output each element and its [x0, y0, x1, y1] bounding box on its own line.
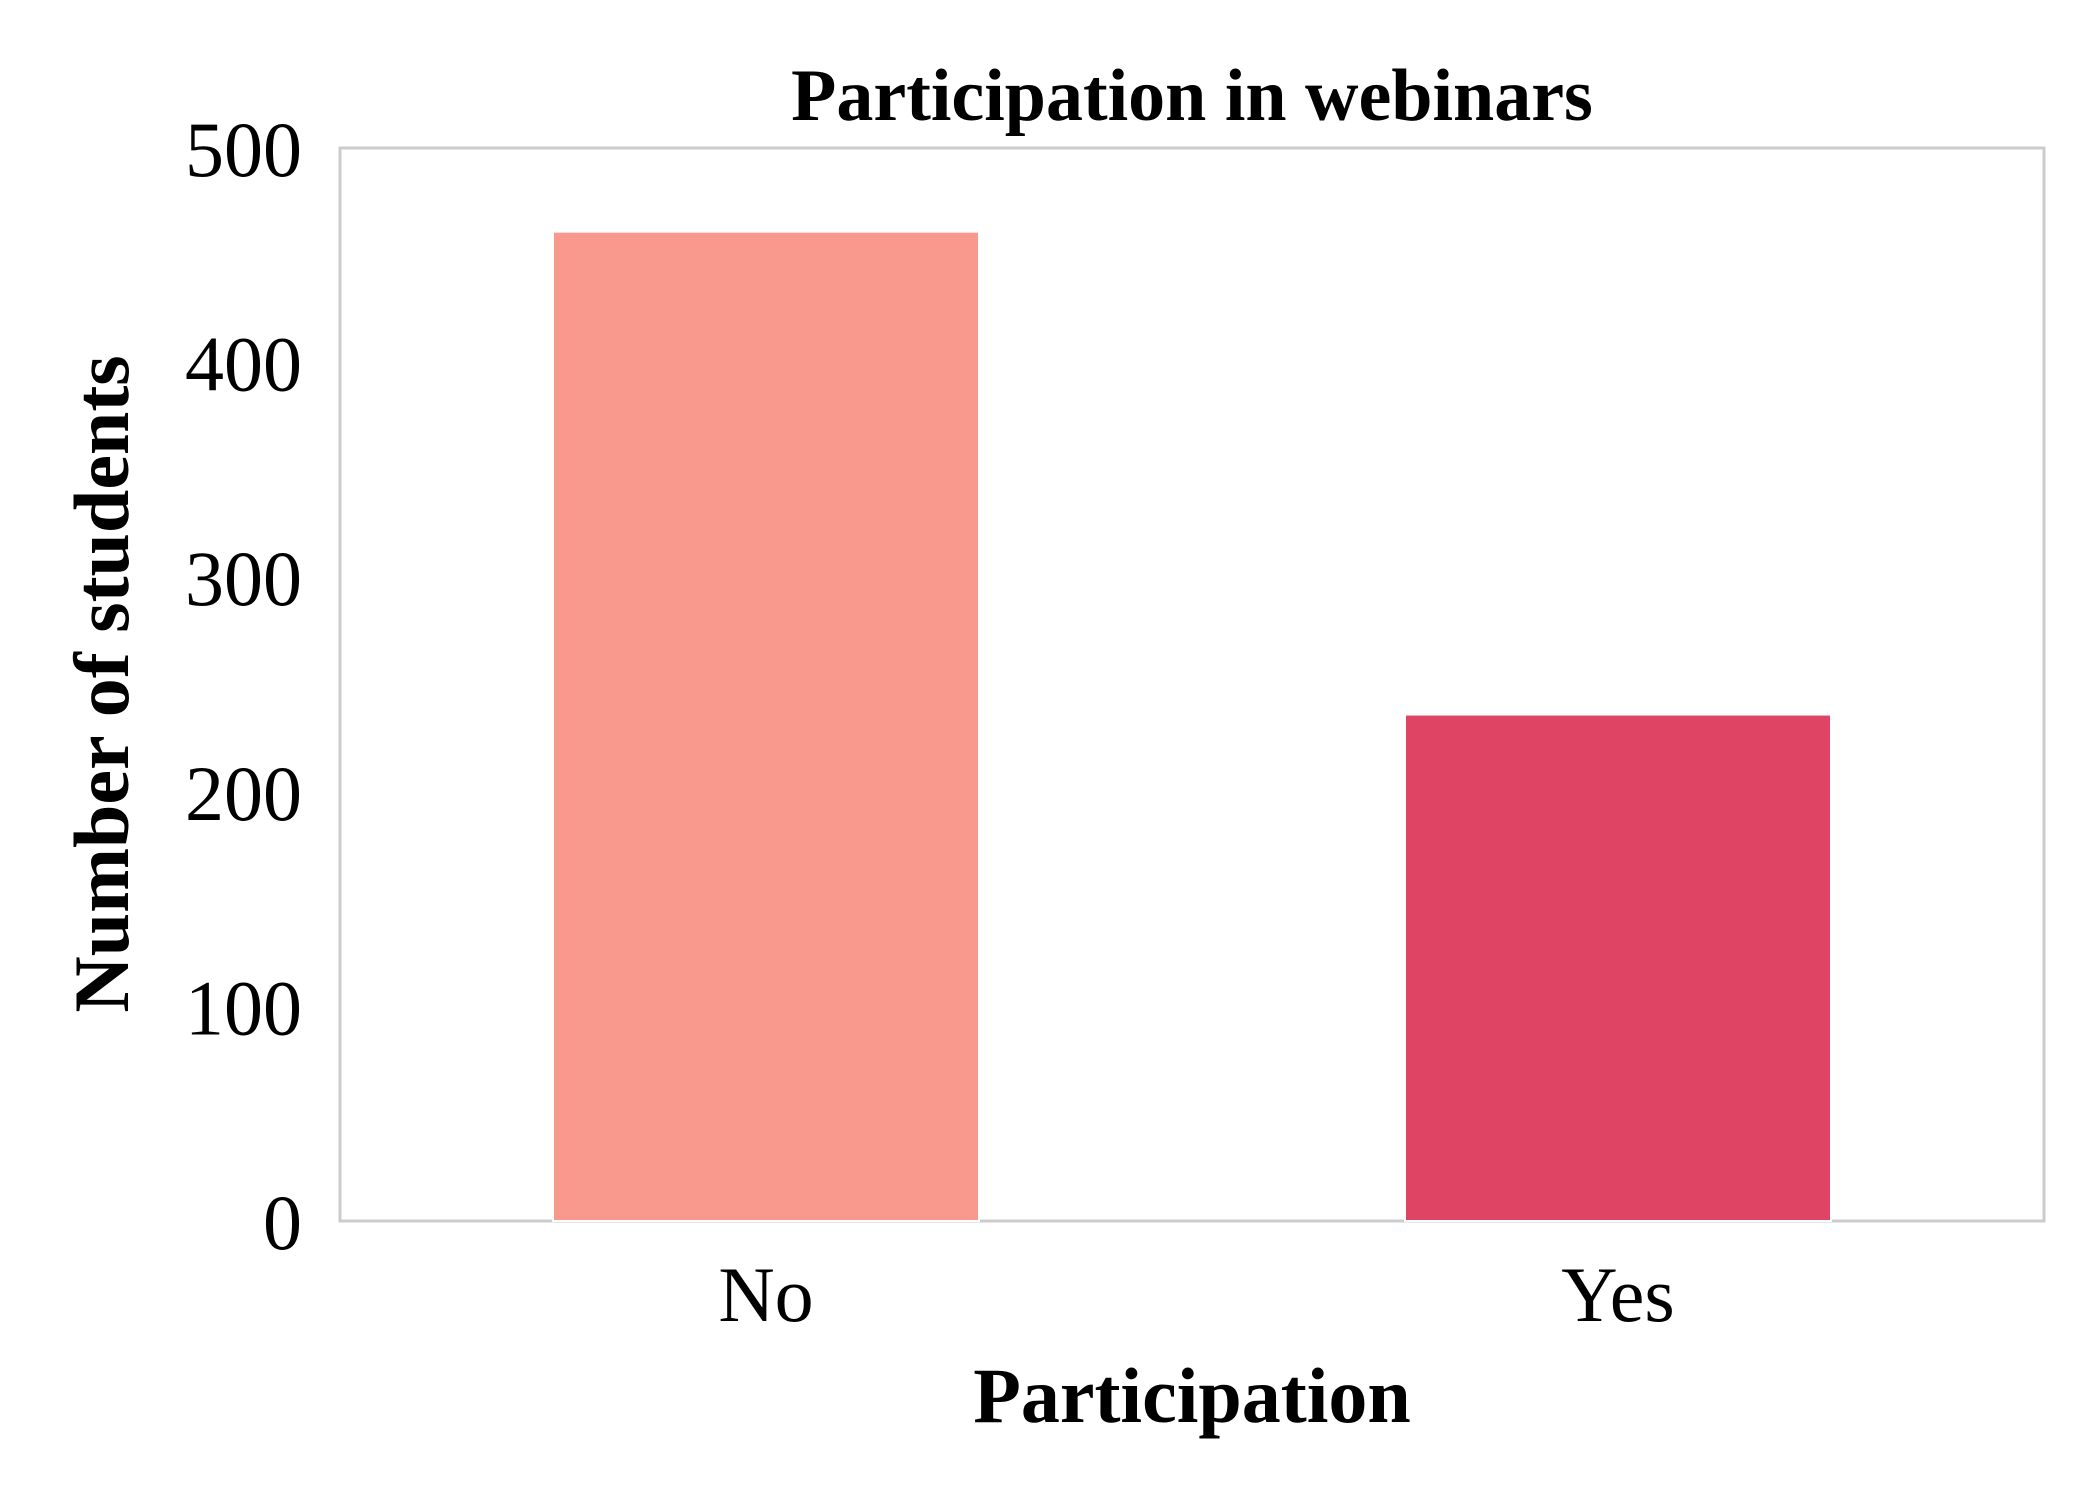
y-tick-label-200: 200 [185, 750, 302, 837]
y-axis-ticks: 0 100 200 300 400 500 [185, 106, 302, 1266]
bar-no [552, 230, 980, 1223]
y-tick-label-400: 400 [185, 321, 302, 408]
plot-frame [338, 146, 2046, 1223]
bar-yes [1404, 713, 1832, 1222]
y-tick-label-100: 100 [185, 964, 302, 1051]
y-tick-label-500: 500 [185, 106, 302, 193]
y-tick-label-300: 300 [185, 535, 302, 622]
y-axis-label: Number of students [58, 355, 145, 1012]
chart-title: Participation in webinars [791, 55, 1593, 137]
x-axis-label: Participation [973, 1352, 1411, 1439]
x-tick-label-no: No [718, 1251, 813, 1338]
x-axis-ticks: No Yes [718, 1251, 1674, 1338]
x-tick-label-yes: Yes [1561, 1251, 1675, 1338]
y-tick-label-0: 0 [263, 1179, 302, 1266]
bars-layer [552, 230, 1832, 1223]
